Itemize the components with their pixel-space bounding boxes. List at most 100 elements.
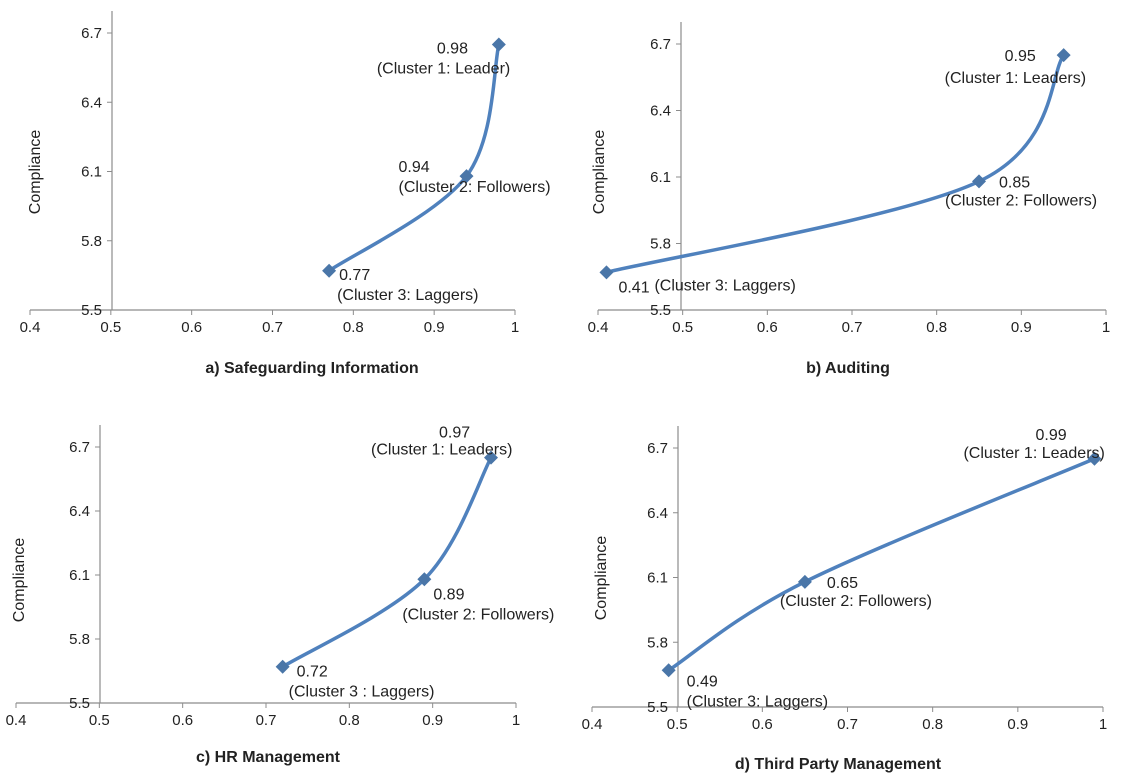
series-line xyxy=(327,42,501,273)
data-point-marker xyxy=(322,263,337,278)
x-tick-label: 1 xyxy=(512,712,520,729)
y-tick-label: 6.7 xyxy=(650,36,671,53)
data-point-marker xyxy=(661,663,676,678)
chart-panel-2: 0.4 0.5 0.6 0.7 0.8 0.9 1 5.5 5.8 6.1 6.4 6.7 Compli… xyxy=(588,22,1110,377)
y-tick-label: 5.8 xyxy=(81,233,102,250)
x-tick-label: 0.9 xyxy=(422,712,443,729)
panel-title: a) Safeguarding Information xyxy=(205,360,418,377)
x-tick-label: 0.4 xyxy=(20,319,41,336)
y-tick-label: 6.4 xyxy=(647,505,668,522)
x-tick-label: 0.5 xyxy=(100,319,121,336)
x-tick-label: 0.4 xyxy=(6,712,27,729)
x-tick-label: 0.5 xyxy=(667,716,688,733)
x-tick-label: 0.7 xyxy=(842,319,863,336)
data-value-label: 0.98 xyxy=(437,41,468,58)
x-tick-label: 0.6 xyxy=(757,319,778,336)
y-tick-label: 6.7 xyxy=(81,25,102,42)
series-line xyxy=(666,457,1097,673)
data-point-marker xyxy=(491,37,506,52)
y-tick-label: 6.1 xyxy=(81,164,102,181)
y-tick-label: 5.5 xyxy=(647,699,668,716)
x-tick-label: 0.5 xyxy=(89,712,110,729)
x-tick-label: 0.7 xyxy=(837,716,858,733)
data-value-label: 0.99 xyxy=(1035,427,1066,444)
data-point-marker xyxy=(484,450,498,465)
cluster-label: (Cluster 1: Leader) xyxy=(377,61,510,78)
y-tick-label: 6.7 xyxy=(69,439,90,456)
x-tick-label: 0.9 xyxy=(1007,716,1028,733)
chart-panel-4: 0.4 0.5 0.6 0.7 0.8 0.9 1 5.5 5.8 6.1 6.4 6.7 Compli… xyxy=(582,426,1107,773)
x-tick-label: 1 xyxy=(511,319,519,336)
data-point-marker xyxy=(459,169,474,184)
x-tick-label: 0.6 xyxy=(172,712,193,729)
x-tick-label: 0.5 xyxy=(672,319,693,336)
cluster-label: (Cluster 2: Followers) xyxy=(402,606,554,623)
cluster-label: (Cluster 3 : Laggers) xyxy=(289,684,435,701)
data-point-marker xyxy=(599,265,614,280)
y-tick-label: 5.5 xyxy=(650,302,671,319)
data-value-label: 0.94 xyxy=(399,159,430,176)
x-tick-label: 0.4 xyxy=(582,716,603,733)
data-point-marker xyxy=(972,174,986,189)
x-tick-label: 0.8 xyxy=(339,712,360,729)
data-value-label: 0.89 xyxy=(433,586,464,603)
y-axis-title: Compliance xyxy=(11,538,28,623)
data-point-marker xyxy=(797,574,812,589)
y-tick-label: 6.4 xyxy=(81,94,102,111)
y-tick-label: 6.4 xyxy=(650,103,671,120)
x-tick-label: 0.8 xyxy=(343,319,364,336)
data-point-marker xyxy=(1056,48,1071,63)
x-tick-label: 0.7 xyxy=(256,712,277,729)
y-tick-label: 5.8 xyxy=(69,631,90,648)
data-value-label: 0.95 xyxy=(1005,48,1036,65)
cluster-label: (Cluster 1: Leaders) xyxy=(371,442,512,459)
x-tick-label: 0.7 xyxy=(262,319,283,336)
y-tick-label: 6.7 xyxy=(647,440,668,457)
x-tick-label: 0.6 xyxy=(752,716,773,733)
data-point-marker xyxy=(275,659,290,674)
x-tick-label: 0.9 xyxy=(1011,319,1032,336)
y-tick-label: 5.5 xyxy=(81,302,102,319)
y-tick-label: 6.1 xyxy=(647,570,668,587)
x-tick-label: 0.6 xyxy=(181,319,202,336)
x-tick-label: 0.4 xyxy=(588,319,609,336)
data-point-marker xyxy=(1087,451,1102,466)
panel-title: b) Auditing xyxy=(806,360,890,377)
x-tick-label: 0.8 xyxy=(922,716,943,733)
cluster-label: (Cluster 3: Laggers) xyxy=(337,287,478,304)
chart-panel-3: 0.4 0.5 0.6 0.7 0.8 0.9 1 5.5 5.8 6.1 6.4 6.7 Compli… xyxy=(6,425,555,766)
chart-panel-1: 0.4 0.5 0.6 0.7 0.8 0.9 1 5.5 5.8 6.1 6.4 6.7 Compli… xyxy=(20,11,551,377)
cluster-label: (Cluster 3: Laggers) xyxy=(687,693,828,710)
data-point-marker xyxy=(417,572,432,587)
panel-title: c) HR Management xyxy=(196,749,341,766)
y-axis-title: Compliance xyxy=(593,536,610,621)
y-tick-label: 6.1 xyxy=(69,567,90,584)
x-tick-label: 0.8 xyxy=(926,319,947,336)
y-axis-title: Compliance xyxy=(591,130,608,215)
data-value-label: 0.65 xyxy=(827,575,858,592)
data-value-label: 0.77 xyxy=(339,267,370,284)
panel-title: d) Third Party Management xyxy=(735,756,942,773)
cluster-label: (Cluster 1: Leaders) xyxy=(963,445,1104,462)
data-value-label: 0.41 xyxy=(618,279,649,296)
cluster-label: (Cluster 2: Followers) xyxy=(399,179,551,196)
y-tick-label: 5.5 xyxy=(69,695,90,712)
cluster-label: (Cluster 2: Followers) xyxy=(945,192,1097,209)
x-tick-label: 0.9 xyxy=(424,319,445,336)
x-tick-label: 1 xyxy=(1099,716,1107,733)
x-tick-label: 1 xyxy=(1102,319,1110,336)
data-value-label: 0.85 xyxy=(999,174,1030,191)
data-value-label: 0.49 xyxy=(687,673,718,690)
y-tick-label: 6.1 xyxy=(650,169,671,186)
series-line xyxy=(280,455,493,669)
cluster-label: (Cluster 3: Laggers) xyxy=(654,277,795,294)
y-tick-label: 6.4 xyxy=(69,503,90,520)
cluster-label: (Cluster 1: Leaders) xyxy=(945,70,1086,87)
series-line xyxy=(604,53,1066,275)
y-tick-label: 5.8 xyxy=(650,236,671,253)
y-tick-label: 5.8 xyxy=(647,634,668,651)
data-value-label: 0.72 xyxy=(297,664,328,681)
data-value-label: 0.97 xyxy=(439,425,470,442)
y-axis-title: Compliance xyxy=(27,130,44,215)
